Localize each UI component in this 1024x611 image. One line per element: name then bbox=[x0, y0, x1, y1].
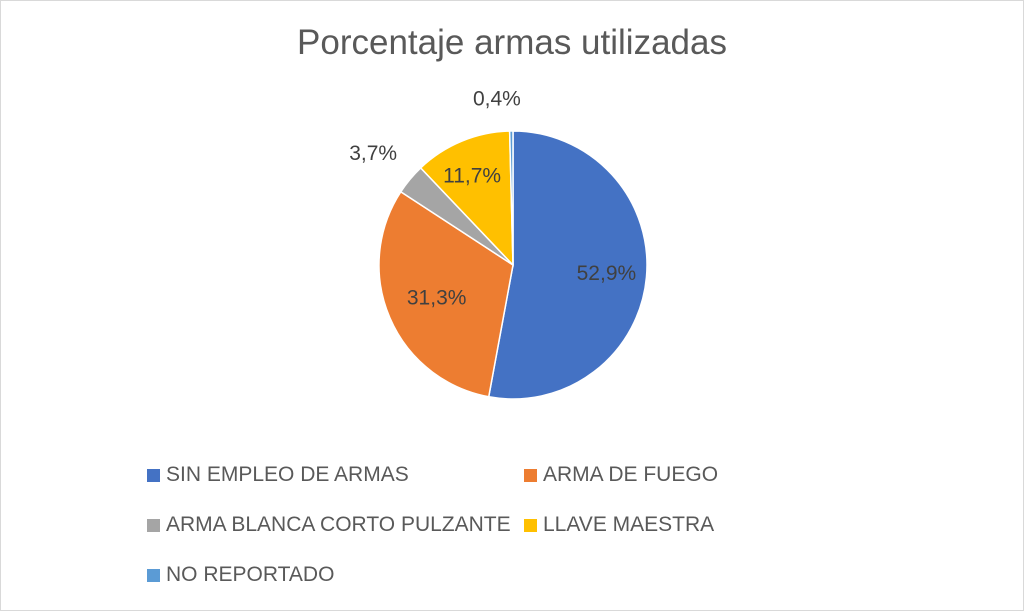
chart-title: Porcentaje armas utilizadas bbox=[297, 23, 727, 62]
legend-label: NO REPORTADO bbox=[166, 563, 335, 586]
legend-item-1: ARMA DE FUEGO bbox=[524, 463, 718, 487]
legend-item-4: NO REPORTADO bbox=[147, 563, 334, 587]
legend-item-2: ARMA BLANCA CORTO PULZANTE bbox=[147, 513, 511, 537]
data-label-1: 31,3% bbox=[407, 286, 467, 309]
legend-item-0: SIN EMPLEO DE ARMAS bbox=[147, 463, 409, 487]
data-label-3: 11,7% bbox=[443, 164, 501, 187]
data-label-2: 3,7% bbox=[349, 142, 397, 165]
pie-slice-1 bbox=[378, 190, 514, 398]
legend-label: SIN EMPLEO DE ARMAS bbox=[166, 463, 409, 486]
legend-item-3: LLAVE MAESTRA bbox=[524, 513, 714, 537]
legend-swatch bbox=[524, 518, 537, 532]
legend-label: ARMA BLANCA CORTO PULZANTE bbox=[166, 513, 511, 536]
pie-slice-4 bbox=[508, 130, 514, 266]
pie-slice-0 bbox=[487, 130, 648, 400]
legend-label: ARMA DE FUEGO bbox=[543, 463, 719, 486]
pie-slice-3 bbox=[419, 130, 514, 267]
legend-label: LLAVE MAESTRA bbox=[543, 513, 715, 536]
legend-swatch bbox=[147, 468, 160, 482]
data-label-0: 52,9% bbox=[577, 262, 637, 285]
data-label-4: 0,4% bbox=[473, 87, 521, 110]
legend-swatch bbox=[524, 468, 537, 482]
legend-swatch bbox=[147, 518, 160, 532]
legend-swatch bbox=[147, 568, 160, 582]
